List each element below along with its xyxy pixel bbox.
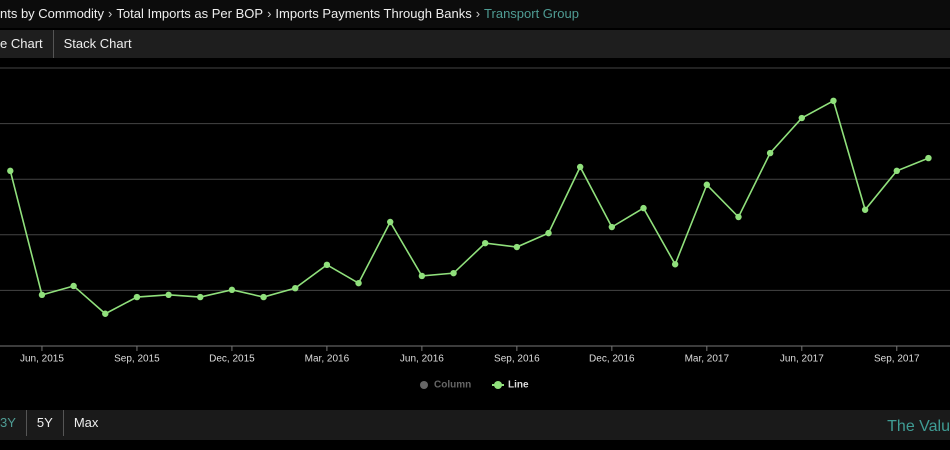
point: [925, 154, 932, 162]
point: [450, 269, 457, 277]
chart-tab[interactable]: e Chart: [0, 36, 43, 51]
point: [260, 293, 267, 301]
point: [418, 272, 426, 280]
point: [640, 204, 647, 212]
point: [893, 167, 900, 175]
x-tick-label: Sep, 2017: [874, 354, 920, 365]
x-tick-label: Sep, 2016: [494, 354, 540, 365]
point: [798, 114, 805, 122]
point: [228, 286, 236, 294]
range-button[interactable]: 5Y: [25, 410, 63, 436]
line-series: [9, 99, 929, 315]
range-bar: 3Y 5Y Max The Valu: [0, 410, 950, 440]
brand: The Valu: [887, 418, 950, 435]
point: [830, 97, 837, 105]
x-tick-label: Jun, 2015: [20, 354, 64, 365]
point: [513, 243, 521, 251]
point: [70, 282, 77, 290]
point: [355, 279, 362, 287]
breadcrumb-item[interactable]: Imports Payments Through Banks: [275, 6, 472, 21]
point: [165, 291, 172, 299]
point: [608, 223, 616, 231]
point: [576, 163, 584, 171]
point: [482, 239, 489, 247]
legend-label[interactable]: Column: [434, 380, 471, 391]
range-button[interactable]: Max: [62, 410, 109, 436]
legend-label[interactable]: Line: [508, 380, 529, 391]
x-tick-label: Sep, 2015: [114, 354, 160, 365]
point: [671, 261, 679, 268]
point: [292, 284, 299, 292]
x-tick-label: Mar, 2016: [305, 354, 350, 365]
chart-tab[interactable]: Stack Chart: [52, 30, 142, 58]
point: [766, 149, 774, 157]
breadcrumb: nts by Commodity › Total Imports as Per BO…: [0, 0, 950, 28]
x-tick-label: Jun, 2017: [780, 354, 824, 365]
legend-marker: [420, 381, 428, 389]
point: [735, 213, 742, 221]
point: [38, 291, 46, 299]
separator: ›: [475, 6, 481, 21]
breadcrumb-item[interactable]: Total Imports as Per BOP: [116, 6, 264, 21]
x-tick-label: Dec, 2015: [209, 354, 255, 365]
x-tick-label: Mar, 2017: [685, 354, 730, 365]
x-tick-label: Jun, 2016: [400, 354, 444, 365]
point: [861, 206, 869, 213]
breadcrumb-item[interactable]: nts by Commodity: [0, 6, 105, 21]
point: [323, 261, 331, 269]
point: [197, 293, 204, 301]
x-tick-label: Dec, 2016: [589, 354, 635, 365]
separator: ›: [108, 6, 113, 21]
point: [133, 293, 141, 301]
chart: Jun, 2015 Sep, 2015 Dec, 2015 Mar, 2016 Jun,…: [0, 67, 950, 391]
point: [545, 229, 552, 237]
range-button[interactable]: 3Y: [0, 415, 16, 430]
breadcrumb-item[interactable]: Transport Group: [484, 6, 579, 21]
point: [7, 167, 14, 175]
chart-tabs: e Chart Stack Chart: [0, 30, 950, 58]
point: [102, 310, 109, 317]
point: [387, 218, 394, 226]
separator: ›: [267, 6, 272, 21]
point: [703, 181, 711, 188]
